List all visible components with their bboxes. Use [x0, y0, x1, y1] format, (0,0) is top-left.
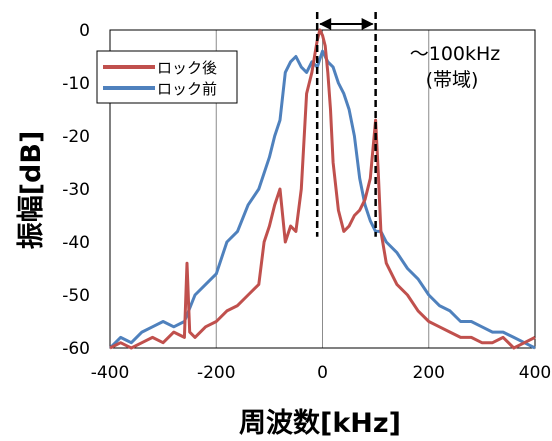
y-tick-labels: 0 -10 -20 -30 -40 -50 -60 — [62, 21, 90, 359]
x-axis-label: 周波数[kHz] — [239, 408, 401, 439]
y-axis-label: 振幅[dB] — [16, 131, 47, 250]
band-arrow-head-left — [319, 18, 332, 30]
x-tick-label-2: 0 — [317, 363, 328, 383]
legend-box — [96, 50, 238, 104]
y-tick-label-6: -60 — [62, 339, 90, 359]
y-tick-label-4: -40 — [62, 233, 90, 253]
y-tick-label-5: -50 — [62, 286, 90, 306]
x-tick-labels: -400 -200 0 200 400 — [91, 363, 552, 383]
legend: ロック後 ロック前 — [96, 50, 238, 104]
series-lines — [108, 28, 536, 350]
plot-frame — [109, 29, 536, 349]
series-line-after — [109, 28, 536, 350]
annotation-line1: ～100kHz — [410, 43, 501, 65]
legend-label-after: ロック後 — [157, 59, 217, 77]
band-arrow-head-right — [361, 18, 374, 30]
annotation-line2: (帯域) — [426, 69, 479, 91]
y-tick-label-1: -10 — [62, 74, 90, 94]
y-tick-label-3: -30 — [62, 180, 90, 200]
x-tick-label-4: 400 — [519, 363, 551, 383]
y-tick-label-2: -20 — [62, 127, 90, 147]
x-tick-label-3: 200 — [413, 363, 445, 383]
x-tick-label-1: -200 — [197, 363, 236, 383]
legend-label-before: ロック前 — [157, 80, 217, 98]
x-tick-label-0: -400 — [91, 363, 130, 383]
band-annotation — [315, 12, 377, 237]
y-tick-label-0: 0 — [79, 21, 90, 41]
